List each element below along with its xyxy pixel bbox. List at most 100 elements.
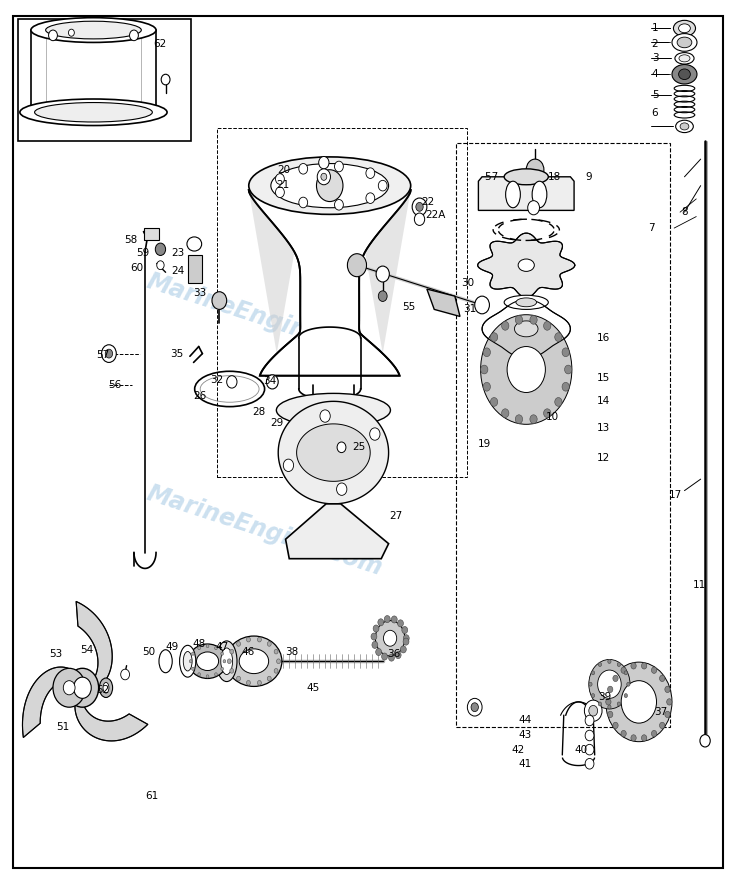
Circle shape <box>74 677 91 698</box>
Text: 16: 16 <box>597 332 610 343</box>
Ellipse shape <box>159 650 172 673</box>
Circle shape <box>515 415 523 423</box>
Circle shape <box>606 698 611 705</box>
Circle shape <box>366 193 375 203</box>
Text: 33: 33 <box>194 288 207 299</box>
Text: 49: 49 <box>166 642 179 652</box>
Bar <box>217 128 467 477</box>
Circle shape <box>221 652 224 655</box>
Circle shape <box>389 654 394 661</box>
Ellipse shape <box>672 65 697 84</box>
Circle shape <box>624 671 628 674</box>
Circle shape <box>589 705 598 716</box>
Ellipse shape <box>507 347 545 392</box>
Circle shape <box>221 667 224 670</box>
Circle shape <box>198 673 200 676</box>
Circle shape <box>215 646 217 650</box>
Circle shape <box>68 29 74 36</box>
Circle shape <box>267 676 272 681</box>
Circle shape <box>395 652 401 659</box>
Text: 50: 50 <box>142 646 155 657</box>
Circle shape <box>528 201 539 215</box>
Text: 17: 17 <box>669 490 682 500</box>
Circle shape <box>402 627 408 634</box>
Circle shape <box>215 673 217 676</box>
Text: 47: 47 <box>216 642 229 652</box>
Circle shape <box>483 383 490 391</box>
Circle shape <box>585 744 594 755</box>
Circle shape <box>66 668 99 707</box>
Circle shape <box>381 653 387 660</box>
Text: 14: 14 <box>597 396 610 407</box>
Text: 40: 40 <box>575 744 588 755</box>
Circle shape <box>258 681 261 685</box>
Circle shape <box>584 700 602 721</box>
Circle shape <box>555 398 562 407</box>
Text: 61: 61 <box>146 790 159 801</box>
Text: 10: 10 <box>545 412 559 423</box>
Text: 6: 6 <box>651 108 659 118</box>
Circle shape <box>607 712 613 718</box>
Text: 51: 51 <box>57 721 70 732</box>
Circle shape <box>227 376 237 388</box>
Ellipse shape <box>532 181 547 208</box>
Circle shape <box>373 625 379 632</box>
Text: 11: 11 <box>693 580 706 591</box>
Ellipse shape <box>197 652 219 670</box>
Circle shape <box>544 408 551 417</box>
Text: 54: 54 <box>80 644 93 655</box>
Circle shape <box>206 674 209 678</box>
Ellipse shape <box>673 20 696 36</box>
Text: 5: 5 <box>651 89 659 100</box>
Circle shape <box>621 667 626 674</box>
Circle shape <box>317 169 330 185</box>
Polygon shape <box>75 703 148 741</box>
Circle shape <box>642 735 647 741</box>
Circle shape <box>236 676 241 681</box>
Text: 30: 30 <box>461 278 475 288</box>
Ellipse shape <box>180 645 196 677</box>
Circle shape <box>665 686 670 692</box>
Text: 23: 23 <box>171 248 185 258</box>
Text: 43: 43 <box>519 730 532 741</box>
Polygon shape <box>427 289 460 316</box>
Ellipse shape <box>518 259 534 271</box>
Polygon shape <box>297 424 370 481</box>
Circle shape <box>157 261 164 270</box>
Ellipse shape <box>675 52 694 64</box>
Text: 56: 56 <box>108 379 121 390</box>
Text: 52: 52 <box>96 684 110 695</box>
Circle shape <box>335 200 344 210</box>
Circle shape <box>608 659 611 663</box>
Polygon shape <box>482 300 570 358</box>
Text: 57: 57 <box>96 350 110 361</box>
Text: 26: 26 <box>194 391 207 401</box>
Ellipse shape <box>31 18 156 42</box>
Circle shape <box>274 649 278 654</box>
Ellipse shape <box>271 164 389 208</box>
Circle shape <box>607 686 613 692</box>
Circle shape <box>63 681 75 695</box>
Circle shape <box>416 202 423 211</box>
Circle shape <box>481 365 488 374</box>
Circle shape <box>400 646 406 653</box>
Ellipse shape <box>46 21 141 39</box>
Polygon shape <box>249 190 411 376</box>
Text: 35: 35 <box>170 349 183 360</box>
Circle shape <box>384 615 390 622</box>
Circle shape <box>266 375 278 389</box>
Circle shape <box>467 698 482 716</box>
Ellipse shape <box>589 659 630 709</box>
Ellipse shape <box>598 670 621 698</box>
Circle shape <box>585 715 594 726</box>
Text: 62: 62 <box>153 39 166 50</box>
Circle shape <box>414 213 425 225</box>
Ellipse shape <box>226 636 282 686</box>
Circle shape <box>598 702 601 706</box>
Circle shape <box>198 646 200 650</box>
Text: 3: 3 <box>651 53 659 64</box>
Text: 37: 37 <box>654 706 668 717</box>
Circle shape <box>624 694 628 697</box>
Circle shape <box>277 659 280 664</box>
Circle shape <box>212 292 227 309</box>
